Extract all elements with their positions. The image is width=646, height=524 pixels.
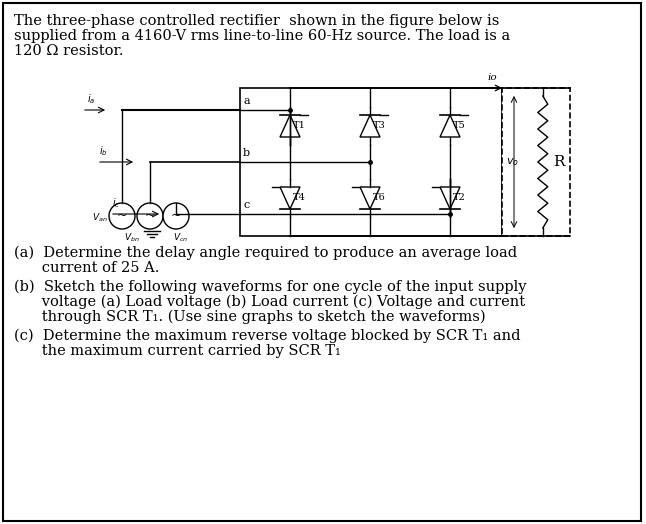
- Text: R: R: [553, 155, 565, 169]
- Text: (a)  Determine the delay angle required to produce an average load: (a) Determine the delay angle required t…: [14, 246, 517, 260]
- Text: $V_{cn}$: $V_{cn}$: [173, 232, 188, 245]
- Polygon shape: [280, 187, 300, 209]
- Circle shape: [137, 203, 163, 229]
- Text: 120 Ω resistor.: 120 Ω resistor.: [14, 44, 123, 58]
- Text: ~: ~: [117, 209, 127, 222]
- Text: io: io: [487, 73, 497, 82]
- Text: a: a: [243, 96, 249, 106]
- Text: T5: T5: [453, 122, 466, 130]
- Text: $i_a$: $i_a$: [87, 92, 96, 106]
- Text: The three-phase controlled rectifier  shown in the figure below is: The three-phase controlled rectifier sho…: [14, 14, 499, 28]
- Polygon shape: [360, 115, 380, 137]
- Text: $V_{bn}$: $V_{bn}$: [124, 232, 140, 245]
- Text: c: c: [243, 200, 249, 210]
- Text: ~: ~: [145, 209, 155, 222]
- Circle shape: [163, 203, 189, 229]
- Text: current of 25 A.: current of 25 A.: [14, 261, 160, 275]
- Text: the maximum current carried by SCR T₁: the maximum current carried by SCR T₁: [14, 344, 341, 358]
- Text: $i_b$: $i_b$: [99, 144, 108, 158]
- Text: T2: T2: [453, 193, 466, 202]
- Polygon shape: [360, 187, 380, 209]
- Polygon shape: [280, 115, 300, 137]
- Bar: [240, 88, 502, 236]
- Polygon shape: [440, 115, 460, 137]
- Text: $V_{an}$: $V_{an}$: [92, 212, 108, 224]
- Text: $v_o$: $v_o$: [506, 156, 519, 168]
- Text: supplied from a 4160-V rms line-to-line 60-Hz source. The load is a: supplied from a 4160-V rms line-to-line …: [14, 29, 510, 43]
- Text: T4: T4: [293, 193, 306, 202]
- Circle shape: [109, 203, 135, 229]
- Text: voltage (a) Load voltage (b) Load current (c) Voltage and current: voltage (a) Load voltage (b) Load curren…: [14, 295, 525, 309]
- Text: through SCR T₁. (Use sine graphs to sketch the waveforms): through SCR T₁. (Use sine graphs to sket…: [14, 310, 486, 324]
- Text: ~: ~: [171, 209, 182, 222]
- Polygon shape: [440, 187, 460, 209]
- Text: (b)  Sketch the following waveforms for one cycle of the input supply: (b) Sketch the following waveforms for o…: [14, 280, 526, 294]
- Text: $i_c$: $i_c$: [112, 196, 120, 210]
- Bar: [502, 88, 570, 236]
- Text: T3: T3: [373, 122, 386, 130]
- Text: T1: T1: [293, 122, 306, 130]
- Text: b: b: [243, 148, 250, 158]
- Text: T6: T6: [373, 193, 386, 202]
- Text: (c)  Determine the maximum reverse voltage blocked by SCR T₁ and: (c) Determine the maximum reverse voltag…: [14, 329, 521, 343]
